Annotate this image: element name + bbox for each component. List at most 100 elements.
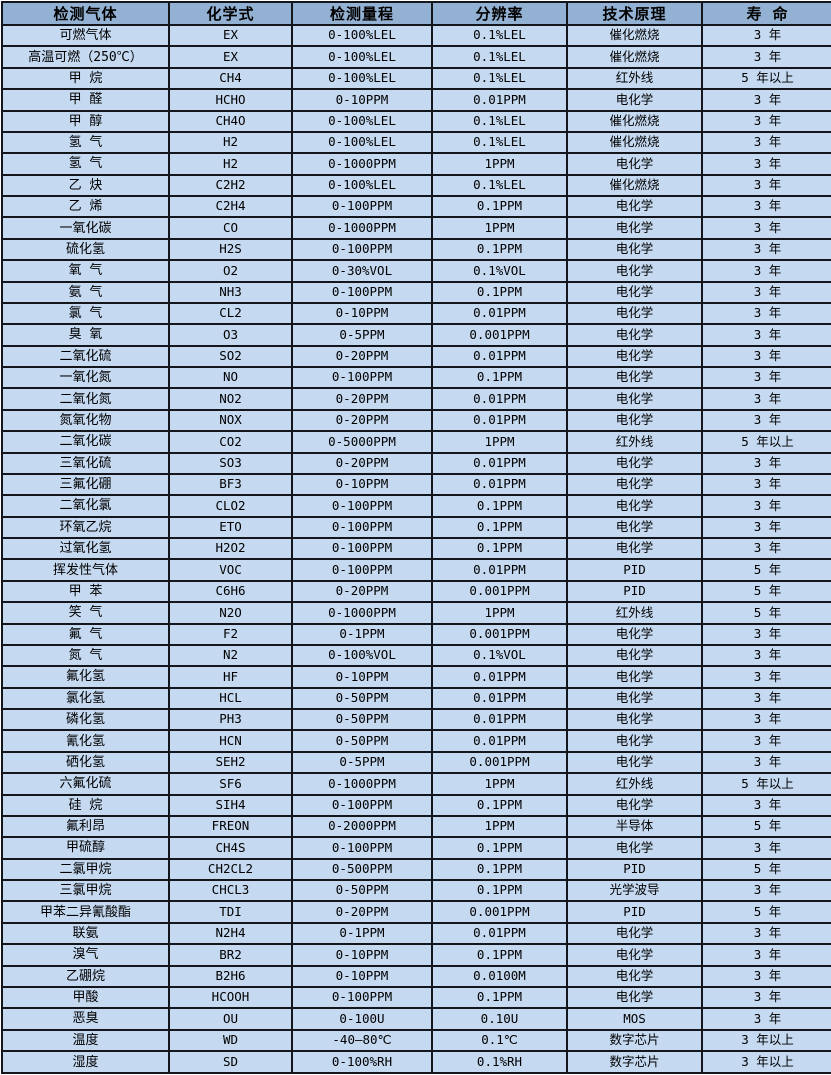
cell-formula: VOC (168, 558, 293, 582)
cell-range: 0-50PPM (291, 729, 433, 753)
header-row: 检测气体 化学式 检测量程 分辨率 技术原理 寿 命 (1, 1, 831, 26)
cell-gas: 乙 烯 (1, 194, 170, 219)
cell-formula: O3 (168, 323, 293, 347)
table-row: 磷化氢 PH3 0-50PPM 0.01PPM 电化学 3 年 (1, 707, 831, 732)
cell-gas: 二氯甲烷 (1, 857, 170, 882)
table-header: 检测气体 化学式 检测量程 分辨率 技术原理 寿 命 (1, 1, 831, 26)
cell-range: 0-1PPM (291, 921, 433, 946)
table-row: 甲酸 HCOOH 0-100PPM 0.1PPM 电化学 3 年 (1, 985, 831, 1010)
col-header-range: 检测量程 (291, 1, 433, 26)
cell-range: 0-100PPM (291, 536, 433, 561)
cell-formula: CH4S (168, 836, 293, 860)
cell-lifespan: 3 年 (701, 237, 831, 262)
cell-range: -40—80℃ (291, 1028, 433, 1053)
cell-resolution: 0.1℃ (431, 1028, 568, 1053)
cell-gas: 氨 气 (1, 280, 170, 304)
cell-lifespan: 3 年 (701, 964, 831, 988)
table-row: 二氧化氮 NO2 0-20PPM 0.01PPM 电化学 3 年 (1, 387, 831, 411)
cell-resolution: 0.1PPM (431, 515, 568, 540)
cell-resolution: 0.01PPM (431, 558, 568, 582)
cell-principle: 数字芯片 (566, 1028, 703, 1053)
cell-formula: TDI (168, 900, 293, 924)
table-row: 乙 烯 C2H4 0-100PPM 0.1PPM 电化学 3 年 (1, 194, 831, 219)
cell-formula: CO2 (168, 430, 293, 454)
cell-principle: 电化学 (566, 921, 703, 946)
cell-formula: EX (168, 45, 293, 69)
cell-principle: 催化燃烧 (566, 23, 703, 48)
cell-formula: N2H4 (168, 921, 293, 946)
cell-range: 0-1000PPM (291, 216, 433, 240)
cell-resolution: 0.01PPM (431, 686, 568, 711)
cell-formula: SEH2 (168, 750, 293, 775)
cell-formula: NOX (168, 408, 293, 433)
cell-lifespan: 3 年 (701, 259, 831, 283)
cell-formula: CH4O (168, 109, 293, 133)
table-row: 氟化氢 HF 0-10PPM 0.01PPM 电化学 3 年 (1, 665, 831, 689)
cell-resolution: 0.01PPM (431, 344, 568, 369)
table-row: 硫化氢 H2S 0-100PPM 0.1PPM 电化学 3 年 (1, 237, 831, 262)
table-row: 温度 WD -40—80℃ 0.1℃ 数字芯片 3 年以上 (1, 1028, 831, 1053)
cell-principle: 电化学 (566, 836, 703, 860)
cell-range: 0-20PPM (291, 900, 433, 924)
cell-formula: BR2 (168, 943, 293, 967)
cell-principle: 电化学 (566, 943, 703, 967)
table-row: 二氧化硫 SO2 0-20PPM 0.01PPM 电化学 3 年 (1, 344, 831, 369)
cell-formula: CH4 (168, 66, 293, 91)
cell-gas: 硫化氢 (1, 237, 170, 262)
cell-range: 0-10PPM (291, 964, 433, 988)
cell-lifespan: 3 年 (701, 45, 831, 69)
cell-principle: 电化学 (566, 323, 703, 347)
cell-gas: 氟化氢 (1, 665, 170, 689)
cell-range: 0-10PPM (291, 301, 433, 326)
table-row: 氮氧化物 NOX 0-20PPM 0.01PPM 电化学 3 年 (1, 408, 831, 433)
cell-gas: 氮 气 (1, 643, 170, 668)
cell-formula: PH3 (168, 707, 293, 732)
cell-lifespan: 3 年 (701, 472, 831, 497)
cell-range: 0-20PPM (291, 408, 433, 433)
cell-gas: 氮氧化物 (1, 408, 170, 433)
cell-formula: SIH4 (168, 793, 293, 817)
cell-principle: 电化学 (566, 793, 703, 817)
cell-lifespan: 3 年以上 (701, 1050, 831, 1074)
table-row: 二氧化碳 CO2 0-5000PPM 1PPM 红外线 5 年以上 (1, 430, 831, 454)
cell-lifespan: 3 年 (701, 194, 831, 219)
table-row: 三氯甲烷 CHCL3 0-50PPM 0.1PPM 光学波导 3 年 (1, 878, 831, 903)
cell-formula: CO (168, 216, 293, 240)
cell-lifespan: 3 年 (701, 729, 831, 753)
table-row: 硒化氢 SEH2 0-5PPM 0.001PPM 电化学 3 年 (1, 750, 831, 775)
cell-lifespan: 3 年 (701, 109, 831, 133)
cell-resolution: 0.1PPM (431, 237, 568, 262)
cell-lifespan: 3 年以上 (701, 1028, 831, 1053)
cell-lifespan: 3 年 (701, 878, 831, 903)
cell-gas: 甲 烷 (1, 66, 170, 91)
cell-resolution: 0.01PPM (431, 88, 568, 112)
cell-gas: 一氧化碳 (1, 216, 170, 240)
cell-resolution: 0.1%LEL (431, 109, 568, 133)
cell-lifespan: 3 年 (701, 643, 831, 668)
cell-lifespan: 3 年 (701, 985, 831, 1010)
cell-principle: PID (566, 900, 703, 924)
cell-formula: NH3 (168, 280, 293, 304)
cell-gas: 甲 醇 (1, 109, 170, 133)
table-row: 可燃气体 EX 0-100%LEL 0.1%LEL 催化燃烧 3 年 (1, 23, 831, 48)
cell-resolution: 0.001PPM (431, 622, 568, 646)
cell-range: 0-100PPM (291, 365, 433, 390)
cell-resolution: 1PPM (431, 430, 568, 454)
cell-range: 0-100%RH (291, 1050, 433, 1074)
table-row: 一氧化氮 NO 0-100PPM 0.1PPM 电化学 3 年 (1, 365, 831, 390)
cell-formula: F2 (168, 622, 293, 646)
cell-principle: 红外线 (566, 601, 703, 625)
col-header-gas: 检测气体 (1, 1, 170, 26)
cell-formula: H2 (168, 152, 293, 176)
cell-principle: 电化学 (566, 280, 703, 304)
table-row: 氧 气 O2 0-30%VOL 0.1%VOL 电化学 3 年 (1, 259, 831, 283)
cell-principle: 电化学 (566, 88, 703, 112)
table-row: 乙硼烷 B2H6 0-10PPM 0.0100M 电化学 3 年 (1, 964, 831, 988)
cell-range: 0-1PPM (291, 622, 433, 646)
cell-lifespan: 5 年以上 (701, 66, 831, 91)
cell-resolution: 0.1%LEL (431, 173, 568, 198)
table-row: 环氧乙烷 ETO 0-100PPM 0.1PPM 电化学 3 年 (1, 515, 831, 540)
cell-resolution: 1PPM (431, 216, 568, 240)
